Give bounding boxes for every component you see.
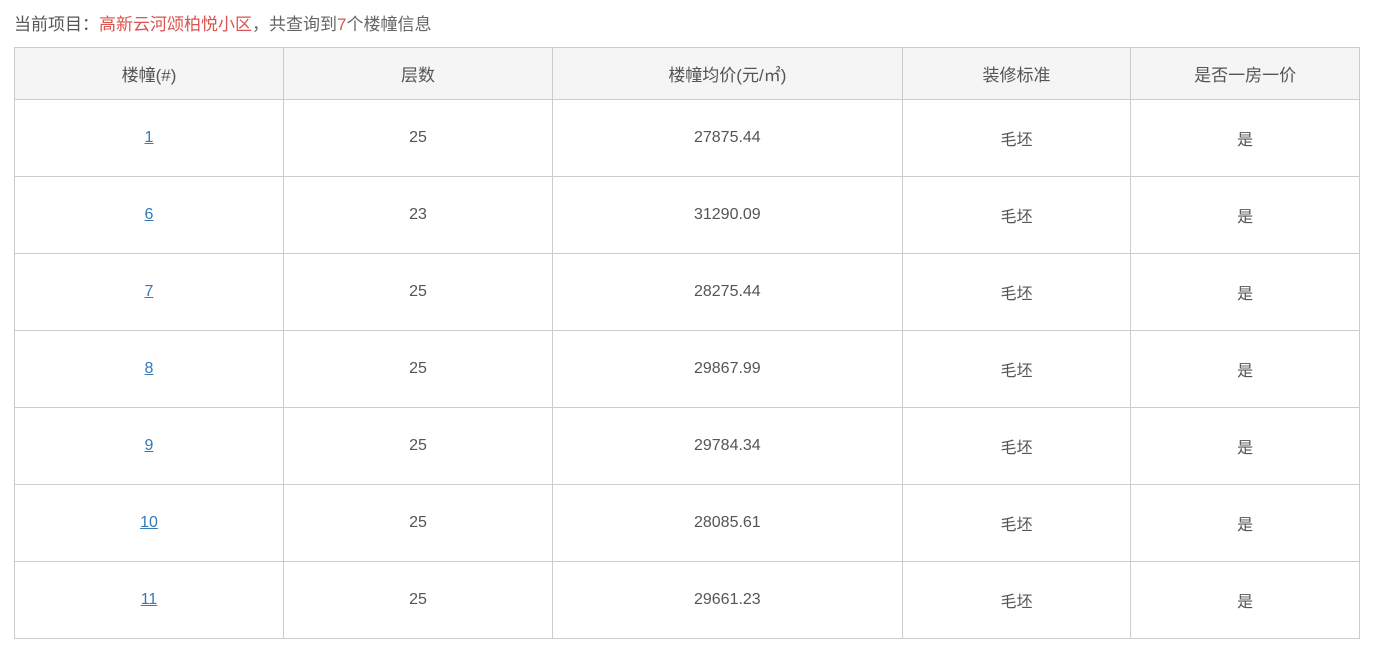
building-link[interactable]: 10 [140, 514, 158, 531]
cell-decor: 毛坯 [902, 408, 1131, 485]
cell-building: 11 [15, 562, 284, 639]
cell-one-price: 是 [1131, 177, 1360, 254]
cell-floors: 25 [284, 408, 553, 485]
cell-one-price: 是 [1131, 254, 1360, 331]
building-link[interactable]: 1 [145, 129, 154, 146]
table-row: 9 2529784.34毛坯是 [15, 408, 1360, 485]
table-row: 8 2529867.99毛坯是 [15, 331, 1360, 408]
building-link[interactable]: 7 [145, 283, 154, 300]
buildings-table: 楼幢(#) 层数 楼幢均价(元/㎡) 装修标准 是否一房一价 12527875.… [14, 47, 1360, 639]
cell-building: 1 [15, 100, 284, 177]
cell-building: 8 [15, 331, 284, 408]
building-link[interactable]: 9 [145, 437, 154, 454]
cell-one-price: 是 [1131, 331, 1360, 408]
col-decor: 装修标准 [902, 48, 1131, 100]
table-row: 6 2331290.09毛坯是 [15, 177, 1360, 254]
cell-building: 7 [15, 254, 284, 331]
cell-floors: 25 [284, 562, 553, 639]
cell-avg-price: 28085.61 [553, 485, 903, 562]
building-link[interactable]: 11 [141, 591, 158, 608]
summary-line: 当前项目：高新云河颂柏悦小区，共查询到7个楼幢信息 [14, 10, 1360, 35]
building-link[interactable]: 6 [145, 206, 154, 223]
table-row: 1 2527875.44毛坯是 [15, 100, 1360, 177]
cell-one-price: 是 [1131, 408, 1360, 485]
col-avg-price: 楼幢均价(元/㎡) [553, 48, 903, 100]
col-floors: 层数 [284, 48, 553, 100]
cell-decor: 毛坯 [902, 100, 1131, 177]
cell-avg-price: 28275.44 [553, 254, 903, 331]
project-name: 高新云河颂柏悦小区 [99, 15, 252, 34]
table-row: 10 2528085.61毛坯是 [15, 485, 1360, 562]
table-row: 11 2529661.23毛坯是 [15, 562, 1360, 639]
cell-floors: 25 [284, 485, 553, 562]
summary-suffix: 个楼幢信息 [346, 15, 431, 34]
cell-one-price: 是 [1131, 100, 1360, 177]
col-one-price: 是否一房一价 [1131, 48, 1360, 100]
cell-decor: 毛坯 [902, 254, 1131, 331]
cell-avg-price: 29661.23 [553, 562, 903, 639]
cell-floors: 25 [284, 331, 553, 408]
cell-decor: 毛坯 [902, 485, 1131, 562]
building-link[interactable]: 8 [145, 360, 154, 377]
cell-avg-price: 29784.34 [553, 408, 903, 485]
cell-floors: 23 [284, 177, 553, 254]
table-header-row: 楼幢(#) 层数 楼幢均价(元/㎡) 装修标准 是否一房一价 [15, 48, 1360, 100]
cell-decor: 毛坯 [902, 331, 1131, 408]
cell-decor: 毛坯 [902, 177, 1131, 254]
summary-mid: ，共查询到 [252, 15, 337, 34]
cell-decor: 毛坯 [902, 562, 1131, 639]
cell-avg-price: 27875.44 [553, 100, 903, 177]
cell-floors: 25 [284, 100, 553, 177]
cell-building: 9 [15, 408, 284, 485]
cell-avg-price: 29867.99 [553, 331, 903, 408]
table-row: 7 2528275.44毛坯是 [15, 254, 1360, 331]
cell-avg-price: 31290.09 [553, 177, 903, 254]
cell-one-price: 是 [1131, 485, 1360, 562]
cell-building: 6 [15, 177, 284, 254]
summary-label: 当前项目： [14, 15, 99, 34]
cell-one-price: 是 [1131, 562, 1360, 639]
cell-floors: 25 [284, 254, 553, 331]
cell-building: 10 [15, 485, 284, 562]
col-building: 楼幢(#) [15, 48, 284, 100]
